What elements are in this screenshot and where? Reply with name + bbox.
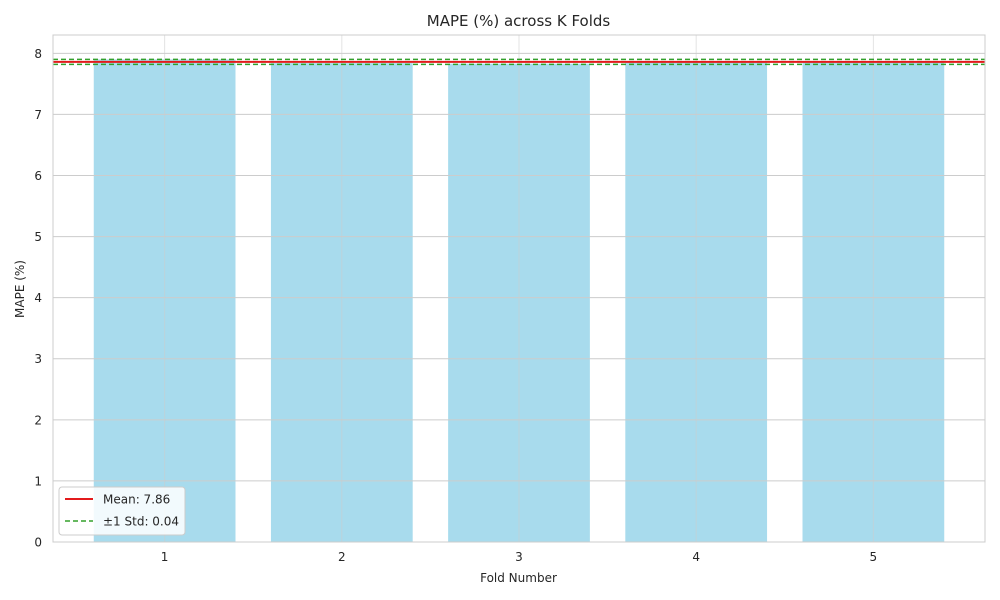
y-tick-label: 0	[34, 536, 42, 550]
x-tick-label: 4	[692, 550, 700, 564]
ticks-layer: 0 1 2 3 4 5 6 7 8 1 2 3 4 5	[34, 47, 877, 564]
x-tick-label: 1	[161, 550, 169, 564]
x-tick-label: 5	[870, 550, 878, 564]
y-tick-label: 3	[34, 352, 42, 366]
y-tick-label: 2	[34, 413, 42, 427]
x-axis-label: Fold Number	[480, 571, 557, 585]
y-tick-label: 4	[34, 291, 42, 305]
y-tick-label: 6	[34, 169, 42, 183]
legend: Mean: 7.86 ±1 Std: 0.04	[58, 486, 186, 536]
chart-title: MAPE (%) across K Folds	[427, 12, 611, 30]
y-tick-label: 8	[34, 47, 42, 61]
plot-frame	[52, 34, 986, 543]
y-tick-label: 7	[34, 108, 42, 122]
y-axis-label: MAPE (%)	[13, 260, 27, 318]
x-tick-label: 2	[338, 550, 346, 564]
y-tick-label: 1	[34, 474, 42, 488]
x-tick-label: 3	[515, 550, 523, 564]
y-tick-label: 5	[34, 230, 42, 244]
grid-layer	[53, 35, 985, 543]
legend-mean-label: Mean: 7.86	[103, 493, 170, 507]
reference-lines-layer	[53, 58, 985, 66]
legend-std-label: ±1 Std: 0.04	[103, 515, 179, 529]
